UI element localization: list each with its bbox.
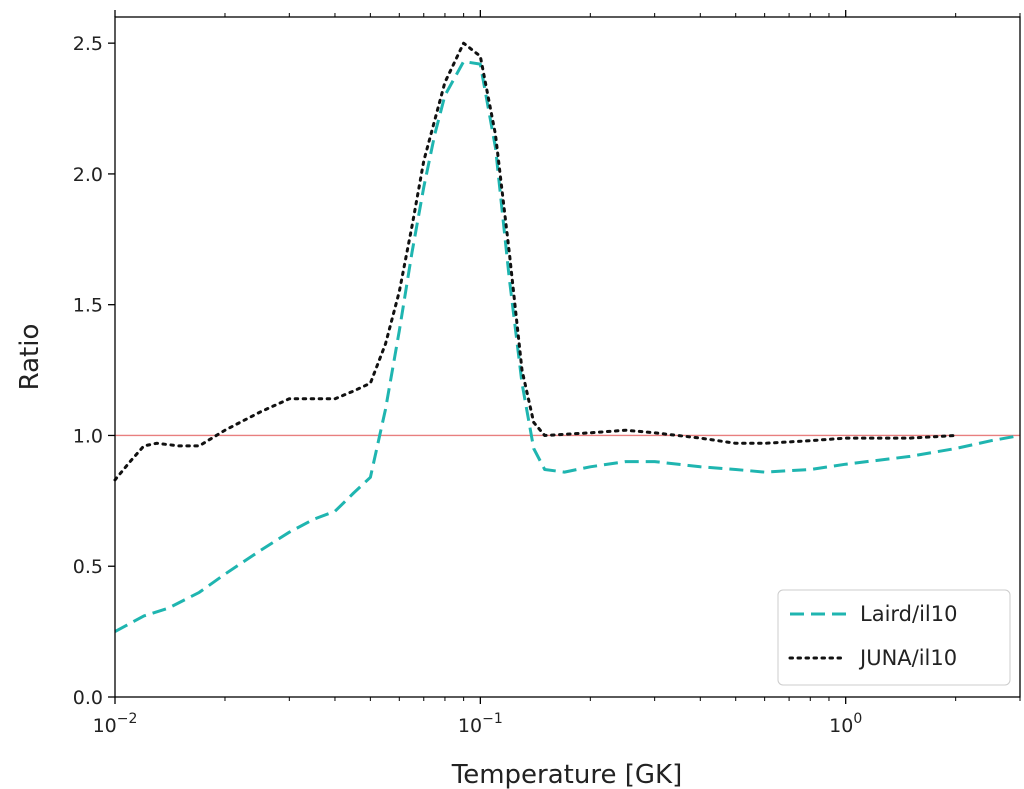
x-tick-label: 100 (829, 711, 862, 737)
x-tick-label: 10−2 (93, 711, 138, 737)
y-tick-label: 1.0 (73, 425, 103, 447)
series-line-juna-il10 (113, 41, 958, 482)
series-layer (113, 41, 1021, 633)
legend-label-laird: Laird/il10 (860, 602, 957, 626)
legend-label-juna: JUNA/il10 (858, 646, 957, 670)
y-ticks: 0.0 0.5 1.0 1.5 2.0 2.5 (73, 33, 115, 709)
plot-background (115, 17, 1020, 697)
legend: Laird/il10 JUNA/il10 (777, 589, 1011, 686)
y-tick-label: 2.0 (73, 164, 103, 186)
x-tick-label: 10−1 (458, 711, 503, 737)
y-axis-label: Ratio (15, 324, 45, 391)
y-tick-label: 2.5 (73, 33, 103, 55)
y-tick-label: 1.5 (73, 295, 103, 317)
y-tick-label: 0.5 (73, 556, 103, 578)
plot-frame (114, 16, 1021, 698)
series-line-laird-il10 (114, 60, 1021, 633)
x-axis-label: Temperature [GK] (451, 760, 682, 789)
y-tick-label: 0.0 (73, 687, 103, 709)
